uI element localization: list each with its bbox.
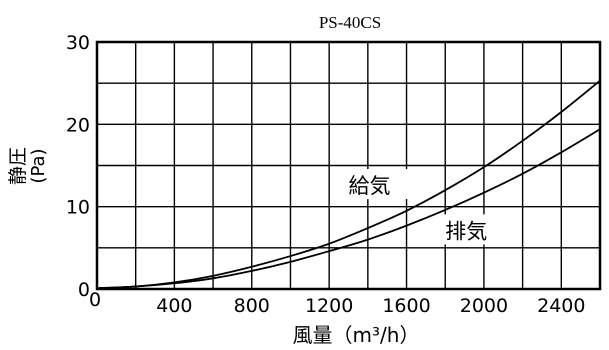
series-line-exhaust	[96, 128, 601, 290]
x-tick-label: 0	[89, 289, 101, 311]
grid	[97, 42, 600, 289]
x-tick-label: 2000	[460, 295, 508, 317]
x-axis-label: 風量（m³/h）	[293, 323, 420, 347]
x-tick-label: 1600	[382, 295, 430, 317]
series-lines	[96, 79, 601, 290]
x-tick-label: 1200	[305, 295, 353, 317]
y-tick-label: 10	[66, 197, 90, 219]
chart-title: PS-40CS	[319, 13, 381, 32]
y-tick-label: 30	[66, 32, 90, 54]
series-label-background	[340, 169, 421, 200]
series-label-background	[437, 214, 518, 245]
x-tick-label: 800	[234, 295, 270, 317]
series-label-supply: 給気	[349, 174, 391, 198]
x-tick-label: 2400	[537, 295, 585, 317]
y-axis-label-unit: (Pa)	[28, 148, 49, 183]
series-label-exhaust: 排気	[445, 219, 487, 243]
y-tick-label: 20	[66, 114, 90, 136]
x-tick-label: 400	[156, 295, 192, 317]
y-tick-label: 0	[78, 279, 90, 301]
series-line-supply	[96, 79, 601, 290]
y-axis-label-main: 静圧	[7, 147, 29, 185]
tick-labels: 0 400 800 1200 1600 2000 2400 0 10 20 30	[66, 32, 586, 317]
plot-frame	[95, 40, 602, 291]
